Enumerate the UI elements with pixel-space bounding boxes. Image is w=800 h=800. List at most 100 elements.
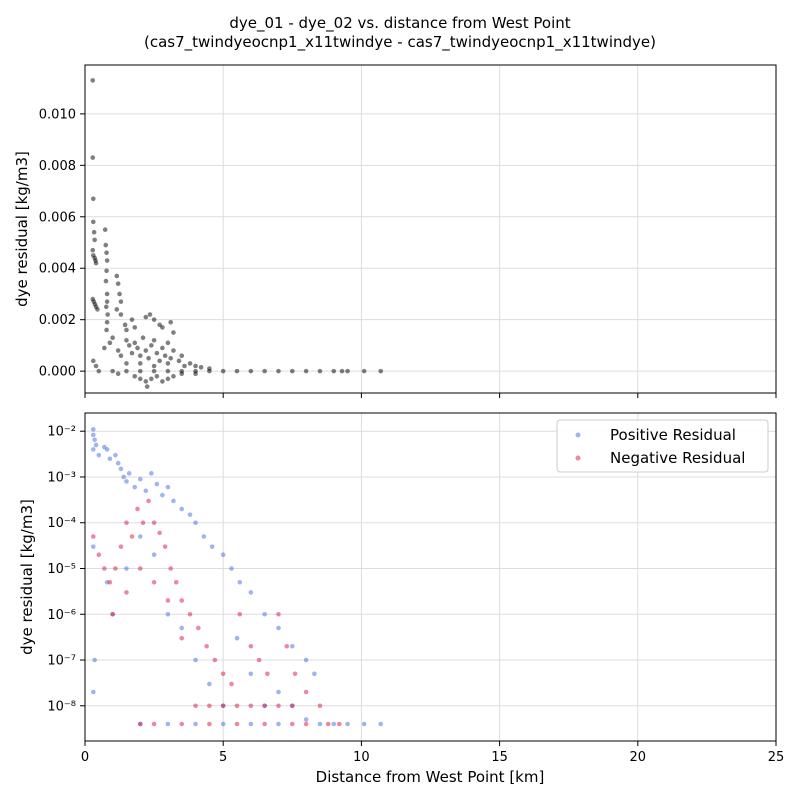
data-point: [90, 247, 96, 253]
data-point: [92, 437, 97, 443]
data-point: [149, 471, 154, 476]
data-point: [312, 671, 317, 677]
data-point: [165, 340, 171, 346]
data-point: [168, 566, 173, 571]
data-point: [104, 447, 110, 452]
data-point: [151, 337, 157, 343]
data-point: [107, 456, 113, 462]
data-point: [132, 340, 138, 346]
data-point: [118, 544, 124, 549]
data-point: [336, 721, 342, 727]
bottom-ylabel: dye residual [kg/m3]: [18, 499, 36, 655]
data-point: [292, 671, 298, 677]
data-point: [104, 291, 110, 297]
data-point: [193, 657, 198, 663]
data-point: [193, 703, 198, 709]
data-point: [113, 452, 118, 458]
x-tick-label: 20: [630, 750, 647, 765]
data-point: [171, 498, 176, 504]
data-point: [122, 322, 128, 328]
top-axis-ticks: 0.000 0.002 0.004 0.006 0.008 0.010: [39, 107, 777, 398]
data-point: [220, 721, 226, 727]
data-point: [229, 566, 234, 571]
data-point: [104, 299, 110, 304]
data-point: [220, 368, 226, 374]
data-point: [90, 219, 96, 225]
data-point: [165, 376, 171, 382]
y-tick-label: 10⁻⁴: [47, 516, 76, 531]
data-point: [193, 520, 198, 526]
data-point: [165, 611, 171, 617]
data-point: [102, 566, 107, 571]
data-point: [137, 566, 143, 571]
data-point: [234, 703, 240, 709]
data-point: [209, 544, 215, 549]
data-point: [176, 358, 182, 364]
data-point: [187, 611, 193, 617]
figure-title-line2: (cas7_twindyeocnp1_x11twindye - cas7_twi…: [144, 33, 656, 52]
data-point: [162, 544, 168, 549]
data-point: [137, 721, 143, 727]
data-point: [124, 327, 129, 333]
data-point: [157, 530, 162, 536]
data-point: [162, 353, 168, 358]
data-point: [90, 447, 96, 452]
data-point: [378, 368, 384, 374]
data-point: [179, 635, 185, 641]
data-point: [248, 703, 254, 709]
y-tick-label: 0.004: [39, 262, 76, 277]
y-tick-label: 0.000: [39, 365, 76, 380]
data-point: [290, 703, 295, 709]
data-point: [276, 625, 281, 631]
data-point: [165, 361, 171, 366]
data-point: [96, 552, 102, 558]
data-point: [104, 258, 110, 263]
data-point: [96, 368, 102, 374]
bottom-plot-frame: [84, 412, 777, 742]
data-point: [331, 721, 337, 727]
data-point: [104, 250, 109, 256]
data-point: [118, 312, 124, 317]
data-point: [276, 703, 281, 709]
data-point: [126, 471, 132, 476]
data-point: [92, 237, 97, 243]
top-plot-frame: [84, 64, 777, 394]
data-point: [146, 498, 151, 504]
data-point: [91, 229, 97, 235]
data-point: [317, 721, 323, 727]
data-point: [171, 330, 176, 335]
data-point: [237, 611, 243, 617]
data-point: [248, 671, 254, 677]
data-point: [207, 703, 212, 709]
y-tick-label: 10⁻⁶: [47, 608, 76, 623]
top-scatter-series: [90, 78, 384, 389]
data-point: [179, 625, 185, 631]
data-point: [193, 363, 198, 369]
data-point: [303, 657, 309, 663]
data-point: [220, 671, 226, 677]
data-point: [196, 625, 201, 631]
data-point: [124, 520, 129, 526]
data-point: [149, 343, 154, 348]
data-point: [234, 368, 240, 374]
data-point: [102, 227, 108, 232]
data-point: [135, 345, 140, 351]
data-point: [317, 368, 323, 374]
data-point: [115, 371, 121, 377]
data-point: [124, 361, 129, 366]
data-point: [151, 363, 157, 369]
data-point: [129, 317, 135, 322]
legend-marker-negative: [575, 455, 581, 461]
top-ylabel: dye residual [kg/m3]: [13, 151, 31, 307]
data-point: [90, 78, 96, 83]
bottom-xlabel: Distance from West Point [km]: [316, 768, 545, 786]
data-point: [144, 384, 150, 389]
data-point: [143, 348, 149, 353]
data-point: [339, 368, 345, 374]
data-point: [104, 268, 109, 274]
y-tick-label: 10⁻⁸: [47, 699, 76, 714]
data-point: [124, 479, 129, 484]
y-tick-label: 0.002: [39, 313, 76, 328]
data-point: [262, 368, 267, 374]
figure-title-line1: dye_01 - dye_02 vs. distance from West P…: [229, 14, 570, 33]
